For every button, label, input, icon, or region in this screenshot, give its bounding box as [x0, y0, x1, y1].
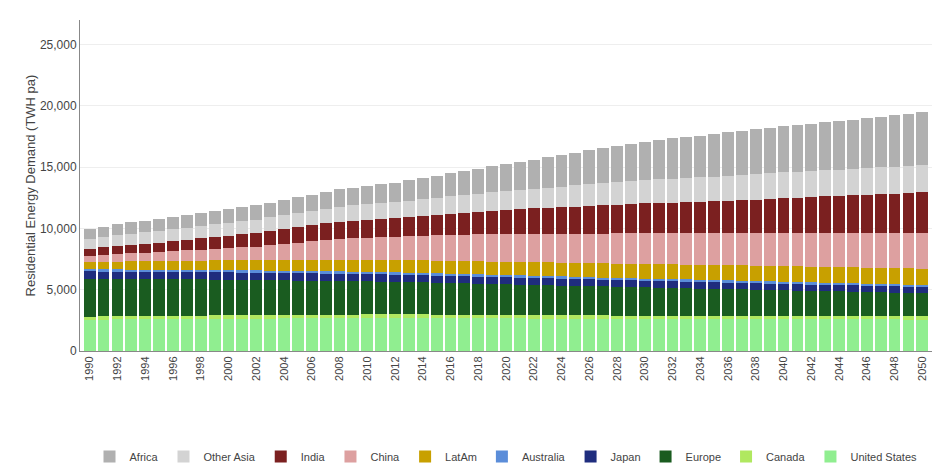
svg-text:Australia: Australia [522, 451, 566, 463]
svg-text:2024: 2024 [555, 356, 567, 380]
svg-text:2000: 2000 [222, 356, 234, 380]
svg-text:2012: 2012 [389, 356, 401, 380]
svg-text:2026: 2026 [583, 356, 595, 380]
svg-text:Other Asia: Other Asia [204, 451, 256, 463]
svg-text:2036: 2036 [722, 356, 734, 380]
svg-text:Africa: Africa [130, 451, 159, 463]
svg-text:1994: 1994 [139, 356, 151, 380]
svg-text:1996: 1996 [167, 356, 179, 380]
svg-text:2030: 2030 [638, 356, 650, 380]
svg-text:2020: 2020 [500, 356, 512, 380]
svg-text:2018: 2018 [472, 356, 484, 380]
svg-text:2002: 2002 [250, 356, 262, 380]
svg-text:India: India [301, 451, 326, 463]
svg-text:2014: 2014 [416, 356, 428, 380]
svg-text:Japan: Japan [611, 451, 641, 463]
svg-text:2008: 2008 [333, 356, 345, 380]
svg-text:25,000: 25,000 [40, 38, 77, 52]
svg-text:LatAm: LatAm [445, 451, 477, 463]
svg-text:2004: 2004 [278, 356, 290, 380]
svg-text:1992: 1992 [111, 356, 123, 380]
svg-text:2040: 2040 [777, 356, 789, 380]
svg-text:China: China [370, 451, 400, 463]
svg-text:United States: United States [850, 451, 917, 463]
svg-text:2042: 2042 [805, 356, 817, 380]
svg-text:2046: 2046 [860, 356, 872, 380]
svg-text:2028: 2028 [611, 356, 623, 380]
svg-text:5,000: 5,000 [47, 283, 77, 297]
svg-text:2038: 2038 [749, 356, 761, 380]
svg-text:2032: 2032 [666, 356, 678, 380]
svg-text:0: 0 [70, 344, 77, 358]
svg-text:2044: 2044 [833, 356, 845, 380]
svg-text:20,000: 20,000 [40, 99, 77, 113]
svg-text:Canada: Canada [766, 451, 805, 463]
svg-text:2048: 2048 [888, 356, 900, 380]
svg-text:Residential Energy Demand (TWH: Residential Energy Demand (TWH pa) [23, 75, 38, 297]
svg-text:2050: 2050 [916, 356, 928, 380]
svg-text:15,000: 15,000 [40, 160, 77, 174]
svg-text:Europe: Europe [686, 451, 721, 463]
svg-text:10,000: 10,000 [40, 222, 77, 236]
svg-text:2010: 2010 [361, 356, 373, 380]
svg-text:2016: 2016 [444, 356, 456, 380]
svg-text:1990: 1990 [83, 356, 95, 380]
svg-text:2034: 2034 [694, 356, 706, 380]
svg-text:2022: 2022 [527, 356, 539, 380]
svg-text:1998: 1998 [194, 356, 206, 380]
svg-text:2006: 2006 [305, 356, 317, 380]
